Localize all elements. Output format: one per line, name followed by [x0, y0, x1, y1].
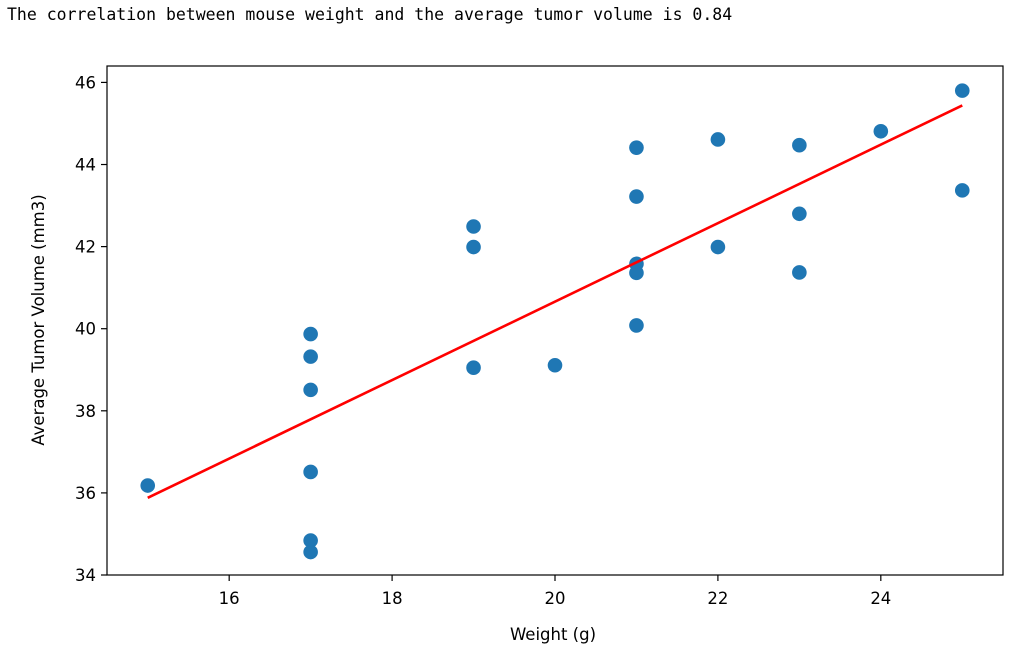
x-tick-label: 22 [707, 589, 728, 608]
data-point [303, 544, 318, 560]
data-point [303, 349, 318, 364]
y-tick-label: 40 [75, 320, 96, 339]
data-point [629, 140, 644, 155]
data-point [873, 123, 889, 139]
data-point [466, 360, 481, 376]
x-axis-label: Weight (g) [510, 625, 596, 644]
data-point [954, 183, 970, 198]
data-point [140, 478, 156, 493]
regression-line [147, 104, 963, 500]
data-point [303, 326, 318, 342]
plot-frame [106, 65, 1004, 576]
data-point [629, 318, 644, 333]
data-point [303, 464, 318, 480]
y-axis-label: Average Tumor Volume (mm3) [29, 194, 48, 445]
x-tick-label: 16 [219, 589, 240, 608]
y-tick-label: 38 [75, 402, 96, 421]
data-point [954, 83, 970, 98]
data-point [466, 219, 481, 234]
data-point [547, 357, 563, 373]
x-tick-label: 18 [382, 589, 403, 608]
y-tick-label: 46 [75, 73, 96, 92]
x-tick-label: 24 [870, 589, 891, 608]
correlation-output-text: The correlation between mouse weight and… [7, 5, 733, 24]
data-point [792, 137, 807, 153]
data-point [792, 206, 807, 222]
data-point [629, 189, 644, 204]
y-tick-label: 42 [75, 238, 96, 257]
data-point [792, 265, 807, 280]
y-tick-label: 34 [75, 566, 96, 585]
y-tick-label: 36 [75, 484, 96, 503]
data-point [629, 265, 644, 281]
x-tick-label: 20 [545, 589, 566, 608]
data-point [466, 239, 481, 255]
data-point [303, 382, 318, 398]
data-point [303, 533, 318, 548]
data-point [710, 239, 726, 255]
y-tick-label: 44 [75, 156, 96, 175]
data-point [710, 132, 726, 147]
